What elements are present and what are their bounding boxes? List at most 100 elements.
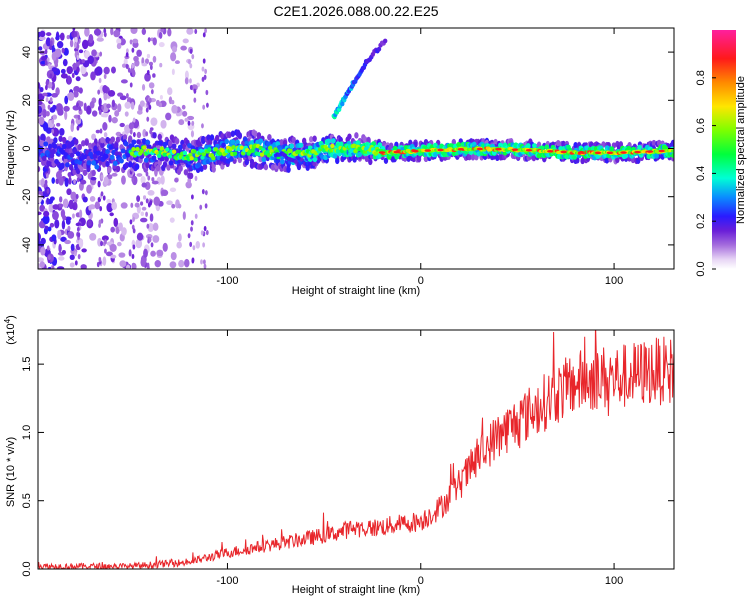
spectrogram-cell — [150, 117, 158, 126]
spectrogram-cell — [191, 120, 195, 126]
spectrogram-cell — [181, 143, 187, 150]
spectrogram-x-tick-label: -100 — [216, 275, 238, 287]
spectrogram-cell — [96, 37, 104, 42]
spectrogram-cell — [73, 179, 76, 185]
spectrogram-cell — [39, 87, 44, 93]
spectrogram-cell — [112, 160, 118, 166]
spectrogram-cell — [132, 244, 136, 250]
spectrogram-cell — [373, 151, 378, 156]
spectrogram-cell — [77, 143, 82, 151]
spectrogram-cell — [38, 151, 41, 157]
spectrogram-cell — [539, 145, 545, 151]
spectrogram-cell — [47, 226, 52, 232]
spectrogram-cell — [72, 62, 77, 71]
spectrogram-cell — [366, 136, 371, 144]
spectrogram-cell — [189, 78, 192, 84]
spectrogram-cell — [364, 155, 370, 163]
spectrogram-cell — [120, 202, 128, 209]
snr-y-tick-label: 0.5 — [21, 493, 33, 508]
spectrogram-cell — [123, 141, 129, 147]
spectrogram-cell — [39, 204, 46, 212]
spectrogram-cell — [115, 136, 121, 143]
spectrogram-cell — [131, 262, 137, 269]
spectrogram-cell — [203, 263, 207, 269]
spectrogram-cell — [64, 162, 70, 168]
spectrogram-cell — [279, 139, 284, 146]
spectrogram-cell — [119, 122, 125, 128]
spectrogram-cell — [110, 28, 114, 36]
spectrogram-cell — [221, 142, 226, 148]
spectrogram-cell — [168, 140, 173, 147]
spectrogram-cell — [203, 74, 207, 80]
spectrogram-cell — [192, 245, 196, 251]
spectrogram-cell — [99, 151, 104, 157]
spectrogram-cell — [152, 235, 160, 243]
spectrogram-cell — [109, 212, 114, 217]
spectrogram-cell — [129, 39, 133, 45]
spectrogram-cell — [606, 151, 614, 155]
spectrogram-cell — [362, 136, 368, 143]
spectrogram-cell — [120, 79, 128, 84]
spectrogram-cell — [376, 46, 382, 52]
spectrogram-cell — [330, 143, 335, 149]
spectrogram-cell — [59, 32, 65, 41]
spectrogram-cell — [110, 136, 116, 143]
spectrogram-cell — [187, 59, 191, 65]
spectrogram-cell — [58, 158, 63, 163]
spectrogram-cell — [51, 118, 55, 124]
spectrogram-cell — [152, 73, 156, 78]
spectrogram-cell — [147, 202, 151, 208]
spectrogram-cell — [51, 177, 55, 184]
spectrogram-cell — [156, 249, 164, 257]
spectrogram-cell — [416, 156, 422, 163]
spectrogram-cell — [121, 175, 126, 185]
spectrogram-cell — [115, 165, 121, 173]
spectrogram-cell — [200, 230, 204, 236]
spectrogram-cell — [69, 39, 74, 48]
spectrogram-cell — [153, 196, 161, 206]
spectrogram-cell — [167, 28, 172, 37]
spectrogram-cell — [92, 153, 98, 159]
spectrogram-cell — [60, 73, 68, 79]
spectrogram-cell — [77, 254, 81, 260]
spectrogram-cell — [312, 135, 317, 142]
spectrogram-cell — [159, 94, 163, 100]
spectrogram-cell — [39, 261, 45, 268]
spectrogram-cell — [42, 122, 49, 132]
spectrogram-cell — [188, 152, 193, 158]
spectrogram-cell — [230, 130, 236, 137]
spectrogram-cell — [60, 208, 66, 219]
spectrogram-cell — [467, 153, 472, 161]
spectrogram-cell — [267, 145, 273, 151]
spectrogram-cell — [157, 140, 163, 146]
spectrogram-cell — [84, 28, 90, 37]
spectrogram-cell — [289, 143, 295, 149]
spectrogram-cell — [140, 257, 146, 268]
spectrogram-cell — [45, 37, 51, 47]
spectrogram-cell — [151, 155, 157, 161]
spectrogram-cell — [63, 105, 70, 112]
spectrogram-cell — [87, 220, 92, 227]
spectrogram-cell — [174, 137, 180, 145]
spectrogram-cell — [148, 237, 152, 243]
spectrogram-cell — [275, 158, 281, 164]
spectrogram-cell — [604, 156, 610, 164]
spectrogram-cell — [84, 139, 89, 146]
spectrogram-cell — [193, 97, 197, 103]
spectrogram-cell — [201, 66, 205, 72]
spectrogram-cell — [44, 225, 49, 230]
spectrogram-cell — [125, 152, 131, 158]
spectrogram-cell — [49, 97, 53, 103]
spectrogram-cell — [81, 39, 89, 50]
spectrogram-cell — [235, 139, 240, 145]
spectrogram-cell — [189, 63, 193, 69]
spectrogram-cell — [168, 160, 174, 166]
spectrogram-y-tick-label: 40 — [21, 46, 33, 58]
spectrogram-cell — [266, 153, 272, 158]
spectrogram-cell — [495, 147, 502, 151]
spectrogram-cell — [135, 146, 140, 152]
spectrogram-cell — [91, 160, 97, 166]
spectrogram-cell — [46, 79, 49, 86]
spectrogram-cell — [623, 153, 629, 159]
spectrogram-cell — [148, 82, 155, 89]
